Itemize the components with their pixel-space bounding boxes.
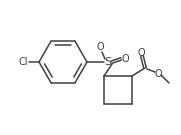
Text: O: O [121,54,129,64]
Text: O: O [154,69,162,79]
Text: O: O [137,48,145,58]
Text: O: O [96,42,104,52]
Text: S: S [104,57,111,67]
Text: Cl: Cl [18,57,28,67]
